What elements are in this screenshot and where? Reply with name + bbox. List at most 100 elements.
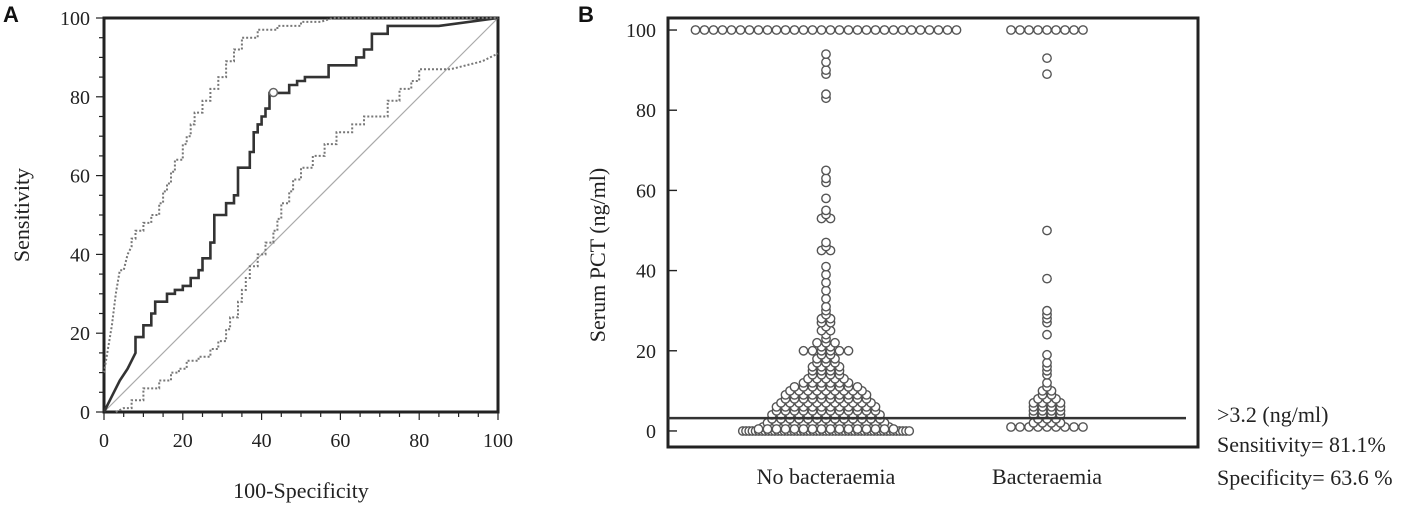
roc-confidence-line-2 — [115, 52, 499, 413]
no-bacteraemia-point — [798, 424, 809, 434]
no-bacteraemia-point — [789, 381, 800, 392]
no-bacteraemia-point — [830, 337, 840, 348]
roc-cutoff-point — [268, 87, 279, 98]
no-bacteraemia-point — [834, 424, 845, 434]
bacteraemia-point — [1042, 329, 1052, 340]
bacteraemia-point — [1051, 25, 1061, 35]
no-bacteraemia-point — [834, 25, 845, 35]
y-tick-label: 60 — [70, 166, 90, 188]
y-tick-label: 40 — [70, 244, 90, 266]
bacteraemia-point — [1042, 273, 1052, 284]
bacteraemia-point — [1042, 305, 1052, 316]
no-bacteraemia-point — [897, 25, 908, 35]
bacteraemia-point — [1042, 25, 1052, 35]
no-bacteraemia-point — [888, 424, 899, 434]
no-bacteraemia-point — [821, 293, 831, 304]
no-bacteraemia-point — [717, 25, 728, 35]
no-bacteraemia-point — [825, 25, 836, 35]
annotation-sensitivity: Sensitivity= 81.1% — [1217, 432, 1386, 457]
bacteraemia-point — [1078, 422, 1088, 432]
no-bacteraemia-point — [904, 426, 915, 436]
category-label: Bacteraemia — [992, 464, 1102, 489]
b-y-tick-label: 0 — [646, 421, 656, 443]
no-bacteraemia-point — [879, 424, 890, 434]
b-y-tick-label: 20 — [636, 341, 656, 363]
roc-reference-group — [103, 17, 499, 413]
annotation-cutoff: >3.2 (ng/ml) — [1217, 402, 1328, 427]
no-bacteraemia-point — [798, 345, 809, 356]
no-bacteraemia-point — [807, 424, 818, 434]
b-y-tick-label: 100 — [626, 20, 656, 42]
no-bacteraemia-point — [821, 57, 831, 67]
no-bacteraemia-point — [807, 345, 818, 356]
bacteraemia-point — [1006, 25, 1016, 35]
no-bacteraemia-point — [789, 424, 800, 434]
no-bacteraemia-point — [812, 337, 822, 348]
x-tick-label: 100 — [483, 430, 513, 452]
x-tick-label: 40 — [252, 430, 272, 452]
no-bacteraemia-point — [821, 173, 831, 184]
no-bacteraemia-point — [816, 424, 827, 434]
no-bacteraemia-point — [870, 25, 881, 35]
no-bacteraemia-point — [771, 25, 782, 35]
bacteraemia-point — [1015, 422, 1025, 432]
no-bacteraemia-point — [852, 424, 863, 434]
no-bacteraemia-point — [821, 49, 831, 59]
no-bacteraemia-point — [699, 25, 710, 35]
bacteraemia-point — [1033, 25, 1043, 35]
reference-diagonal-line — [103, 17, 499, 413]
no-bacteraemia-point — [780, 424, 791, 434]
panel-a-x-axis-title: 100-Specificity — [233, 478, 369, 503]
cutoff-annotations: >3.2 (ng/ml) Sensitivity= 81.1% Specific… — [1217, 402, 1393, 490]
roc-confidence-line-1 — [103, 17, 498, 373]
no-bacteraemia-point — [780, 25, 791, 35]
no-bacteraemia-point — [735, 25, 746, 35]
no-bacteraemia-point — [771, 424, 782, 434]
category-label: No bacteraemia — [757, 464, 896, 489]
no-bacteraemia-point — [821, 205, 831, 216]
panel-a-x-ticks: 0 20 40 60 80 100 — [99, 412, 513, 452]
panel-b-letter: B — [578, 2, 594, 27]
no-bacteraemia-point — [821, 193, 831, 204]
dot-plot-points — [690, 25, 1088, 436]
no-bacteraemia-point — [753, 25, 764, 35]
no-bacteraemia-point — [821, 165, 831, 176]
no-bacteraemia-point — [821, 237, 831, 248]
bacteraemia-point — [1006, 422, 1016, 432]
bacteraemia-point — [1042, 349, 1052, 360]
x-tick-label: 60 — [330, 430, 350, 452]
no-bacteraemia-point — [690, 25, 701, 35]
no-bacteraemia-point — [843, 25, 854, 35]
bacteraemia-point — [1078, 25, 1088, 35]
no-bacteraemia-point — [821, 261, 831, 272]
no-bacteraemia-point — [762, 424, 773, 434]
bacteraemia-point — [1042, 225, 1052, 236]
y-tick-label: 100 — [60, 8, 90, 30]
no-bacteraemia-point — [753, 424, 764, 434]
no-bacteraemia-point — [861, 424, 872, 434]
x-tick-label: 20 — [173, 430, 193, 452]
no-bacteraemia-point — [924, 25, 935, 35]
panel-a-letter: A — [3, 2, 19, 27]
bacteraemia-point — [1042, 377, 1052, 388]
bacteraemia-point — [1015, 25, 1025, 35]
no-bacteraemia-point — [816, 25, 827, 35]
no-bacteraemia-point — [843, 424, 854, 434]
panel-b-y-ticks: 0 20 40 60 80 100 — [626, 20, 677, 443]
bacteraemia-point — [1042, 53, 1052, 63]
panel-b-y-axis-title: Serum PCT (ng/ml) — [585, 168, 610, 342]
x-tick-label: 0 — [99, 430, 109, 452]
no-bacteraemia-point — [915, 25, 926, 35]
no-bacteraemia-point — [789, 25, 800, 35]
panel-b-plot-frame — [666, 16, 1200, 449]
no-bacteraemia-point — [852, 25, 863, 35]
no-bacteraemia-point — [821, 89, 831, 100]
no-bacteraemia-point — [807, 25, 818, 35]
no-bacteraemia-point — [834, 345, 845, 356]
panel-a-y-axis-title: Sensitivity — [9, 168, 34, 262]
panel-b-category-labels: No bacteraemia Bacteraemia — [757, 464, 1103, 489]
panel-a-y-ticks: 0 20 40 60 80 100 — [60, 8, 104, 424]
no-bacteraemia-point — [879, 25, 890, 35]
roc-curve-line — [102, 16, 499, 413]
y-tick-label: 20 — [70, 323, 90, 345]
